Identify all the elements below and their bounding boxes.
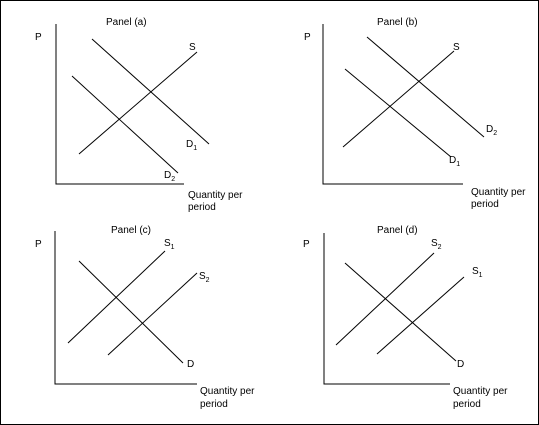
panel-a-q-label-1: Quantity per (188, 190, 243, 201)
panel-c: Panel (c) P Quantity per period S1 S2 D (35, 225, 255, 410)
panel-b-axes (322, 24, 463, 185)
panel-b: Panel (b) P Quantity per period S D2 D1 (304, 17, 526, 210)
panel-a-supply-curve (78, 51, 198, 155)
panel-a: Panel (a) P Quantity per period S D1 D2 (35, 17, 243, 213)
panel-d-p-label: P (303, 239, 310, 250)
panel-a-supply-label: S (189, 42, 196, 53)
panel-b-demand-1-label: D1 (449, 155, 460, 168)
panel-c-axes (54, 231, 197, 385)
panel-d-title: Panel (d) (377, 225, 418, 236)
panel-c-supply-1-label: S1 (164, 238, 175, 251)
panel-c-supply-1-curve (67, 250, 166, 344)
panel-d-axes (323, 233, 450, 385)
panel-d-supply-1-label: S1 (472, 266, 483, 279)
panel-d-supply-2-label: S2 (431, 238, 442, 251)
panel-a-title: Panel (a) (106, 17, 147, 28)
panel-a-q-label-2: period (188, 202, 216, 213)
panel-b-title: Panel (b) (377, 17, 418, 28)
panel-c-q-label-2: period (200, 399, 228, 410)
panel-a-demand-2-curve (71, 75, 179, 174)
panel-d-demand-label: D (457, 359, 464, 370)
panel-b-q-label-1: Quantity per (471, 187, 526, 198)
panel-b-supply-curve (342, 50, 455, 148)
panel-b-demand-2-label: D2 (486, 124, 497, 137)
panel-c-demand-label: D (187, 359, 194, 370)
panel-d-q-label-1: Quantity per (453, 386, 508, 397)
panel-c-supply-2-label: S2 (199, 271, 210, 284)
panel-c-demand-curve (78, 260, 184, 364)
panel-b-p-label: P (304, 32, 311, 43)
panel-a-demand-1-curve (91, 38, 210, 145)
panel-b-demand-1-curve (344, 68, 452, 158)
panel-a-demand-1-label: D1 (186, 139, 197, 152)
panel-a-axes (55, 24, 184, 185)
panel-d-demand-curve (344, 262, 457, 362)
panel-b-supply-label: S (453, 42, 460, 53)
panel-b-q-label-2: period (471, 199, 499, 210)
panel-c-supply-2-curve (107, 272, 198, 356)
panel-d-supply-1-curve (376, 276, 465, 355)
panel-d-supply-2-curve (335, 252, 435, 346)
panel-c-title: Panel (c) (111, 225, 151, 236)
panel-d-q-label-2: period (453, 399, 481, 410)
panel-b-demand-2-curve (366, 36, 485, 138)
panel-a-p-label: P (35, 32, 42, 43)
panel-a-demand-2-label: D2 (164, 170, 175, 183)
panel-c-p-label: P (35, 239, 42, 250)
panel-c-q-label-1: Quantity per (200, 386, 255, 397)
panel-d: Panel (d) P Quantity per period S2 S1 D (303, 225, 508, 410)
